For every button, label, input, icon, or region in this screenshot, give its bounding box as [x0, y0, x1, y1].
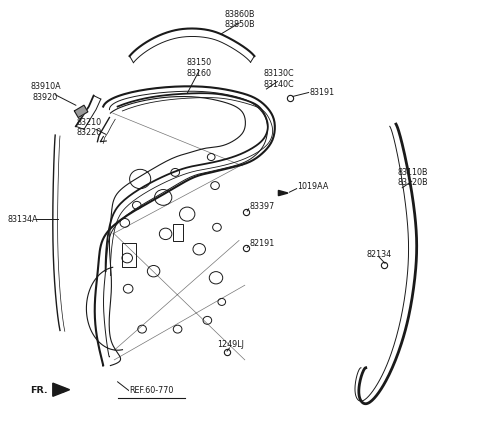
Bar — [122, 243, 136, 267]
Text: 83130C
83140C: 83130C 83140C — [263, 69, 294, 88]
Text: 83210
83220: 83210 83220 — [76, 117, 101, 137]
Text: 83110B
83120B: 83110B 83120B — [397, 168, 428, 187]
Text: 83397: 83397 — [250, 201, 275, 210]
Text: 82191: 82191 — [250, 239, 275, 247]
Text: FR.: FR. — [30, 385, 48, 394]
Text: 83134A: 83134A — [8, 215, 38, 223]
Polygon shape — [278, 191, 288, 196]
Text: 83150
83160: 83150 83160 — [187, 58, 212, 78]
Polygon shape — [74, 106, 88, 118]
Bar — [173, 224, 183, 242]
Text: 1019AA: 1019AA — [298, 182, 329, 191]
Text: 83860B
83850B: 83860B 83850B — [225, 10, 255, 29]
Polygon shape — [53, 383, 70, 396]
Text: 83910A
83920: 83910A 83920 — [30, 82, 61, 102]
Text: 82134: 82134 — [367, 250, 392, 258]
Text: 83191: 83191 — [310, 88, 335, 96]
Text: REF.60-770: REF.60-770 — [129, 385, 173, 394]
Text: 1249LJ: 1249LJ — [217, 339, 244, 348]
